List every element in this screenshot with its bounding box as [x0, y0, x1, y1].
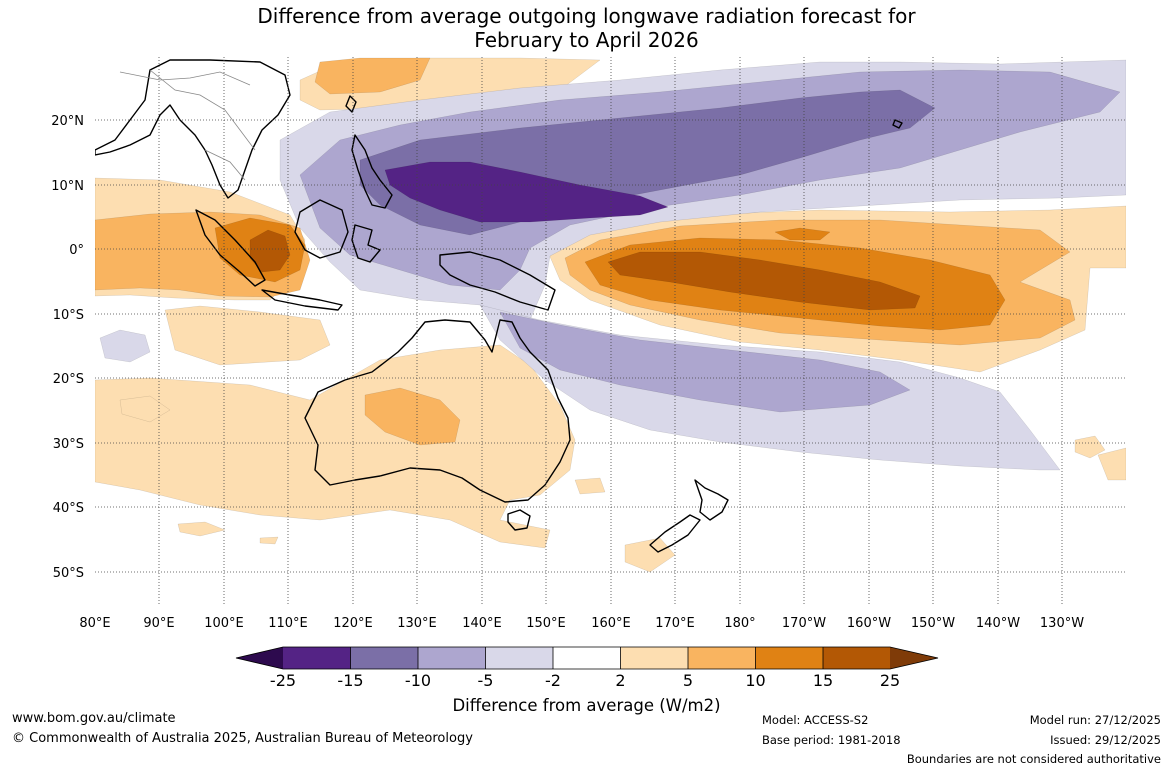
colorbar-label: Difference from average (W/m2) [452, 696, 721, 715]
lat-label-10n: 10°N [51, 179, 84, 194]
copyright-text: © Commonwealth of Australia 2025, Austra… [12, 731, 473, 746]
coastlines [95, 59, 903, 553]
latitude-labels: 20°N 10°N 0° 10°S 20°S 30°S 40°S 50°S [51, 114, 84, 581]
anomaly-15-to-25 [249, 229, 921, 311]
graticule [95, 57, 1126, 605]
colorbar-tick-15: 15 [813, 671, 833, 690]
lon-label-180: 180° [724, 616, 755, 631]
website-link[interactable]: www.bom.gov.au/climate [12, 711, 176, 726]
issued-date: Issued: 29/12/2025 [1050, 733, 1161, 747]
boundaries-disclaimer: Boundaries are not considered authoritat… [906, 752, 1161, 766]
sumatra-coastline [195, 209, 266, 287]
lat-label-20s: 20°S [53, 372, 84, 387]
colorbar-tick-10: 10 [745, 671, 765, 690]
anomaly-neg25-to-neg15 [384, 161, 669, 223]
lon-label-130e: 130°E [397, 616, 437, 631]
colorbar-tick-neg10: -10 [405, 671, 431, 690]
base-period: Base period: 1981-2018 [762, 733, 901, 747]
colorbar-bin-neg15-neg10 [350, 647, 418, 669]
lon-label-80e: 80°E [79, 616, 110, 631]
colorbar-bin-10-15 [755, 647, 823, 669]
lat-label-10s: 10°S [53, 308, 84, 323]
lon-label-120e: 120°E [333, 616, 373, 631]
model-name: Model: ACCESS-S2 [762, 713, 869, 727]
lon-label-160e: 160°E [591, 616, 631, 631]
title-line-2: February to April 2026 [474, 28, 699, 52]
lon-label-110e: 110°E [268, 616, 308, 631]
colorbar-extend-low [236, 647, 283, 669]
title-line-1: Difference from average outgoing longwav… [257, 4, 916, 28]
colorbar-tick-neg25: -25 [270, 671, 296, 690]
taiwan-coastline [345, 95, 357, 113]
lon-label-130w: 130°W [1040, 616, 1084, 631]
borneo-coastline [294, 199, 349, 259]
colorbar-tick-neg5: -5 [478, 671, 494, 690]
colorbar-tick-neg15: -15 [337, 671, 363, 690]
colorbar: -25 -15 -10 -5 -2 2 5 10 15 25 [235, 646, 939, 690]
colorbar-bin-neg5-neg2 [485, 647, 553, 669]
map-title: Difference from average outgoing longwav… [0, 4, 1173, 52]
colorbar-bin-2-5 [620, 647, 688, 669]
australia-coastline [304, 319, 571, 503]
colorbar-tick-5: 5 [683, 671, 693, 690]
longitude-labels: 80°E 90°E 100°E 110°E 120°E 130°E 140°E … [79, 616, 1084, 631]
colorbar-bin-5-10 [688, 647, 756, 669]
philippines-coastline [351, 134, 393, 209]
lon-label-170e: 170°E [655, 616, 695, 631]
colorbar-extend-high [890, 647, 938, 669]
colorbar-tick-neg2: -2 [545, 671, 561, 690]
lat-label-20n: 20°N [51, 114, 84, 129]
lat-label-40s: 40°S [53, 501, 84, 516]
tasmania-coastline [507, 509, 531, 531]
lon-label-100e: 100°E [204, 616, 244, 631]
lon-label-90e: 90°E [143, 616, 174, 631]
colorbar-bin-neg10-neg5 [418, 647, 486, 669]
asia-coastline [95, 59, 291, 199]
colorbar-bin-neg2-2 [553, 647, 621, 669]
borders [119, 69, 256, 181]
map-panel [95, 57, 1126, 605]
lon-label-160w: 160°W [847, 616, 891, 631]
colorbar-bin-15-25 [823, 647, 890, 669]
lat-label-30s: 30°S [53, 437, 84, 452]
lat-label-0: 0° [69, 243, 84, 258]
hawaii-coastline [892, 119, 903, 129]
lon-label-150w: 150°W [911, 616, 955, 631]
lon-label-150e: 150°E [526, 616, 566, 631]
colorbar-tick-25: 25 [880, 671, 900, 690]
colorbar-bin-neg25-neg15 [283, 647, 351, 669]
lon-label-170w: 170°W [782, 616, 826, 631]
model-run-date: Model run: 27/12/2025 [1029, 713, 1161, 727]
lat-label-50s: 50°S [53, 566, 84, 581]
lon-label-140e: 140°E [462, 616, 502, 631]
java-coastline [261, 289, 343, 311]
new-guinea-coastline [439, 251, 556, 311]
lon-label-140w: 140°W [976, 616, 1020, 631]
colorbar-tick-2: 2 [615, 671, 625, 690]
new-zealand-north [694, 479, 729, 521]
